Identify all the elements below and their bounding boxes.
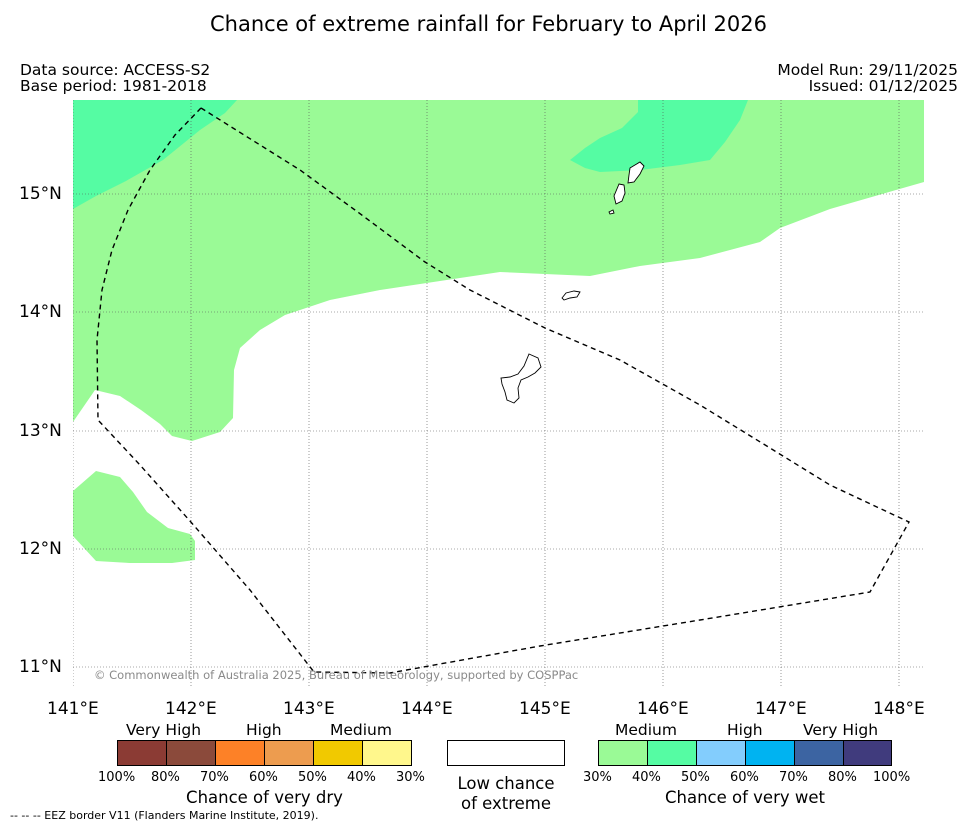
dry-tick-100: 100% bbox=[98, 770, 136, 785]
lon-label-147: 147°E bbox=[755, 699, 807, 719]
dry-tick-50: 50% bbox=[298, 770, 327, 785]
dry-tick-30: 30% bbox=[396, 770, 425, 785]
wet-very-high-header: Very High bbox=[803, 721, 879, 739]
wet-swatch-40-50 bbox=[647, 740, 697, 766]
medium-wet-region-south bbox=[73, 471, 195, 563]
lon-label-142: 142°E bbox=[165, 699, 217, 719]
lon-label-143: 143°E bbox=[283, 699, 335, 719]
lat-label-15: 15°N bbox=[19, 184, 62, 204]
wet-caption: Chance of very wet bbox=[665, 788, 825, 807]
wet-swatch-30-40 bbox=[598, 740, 648, 766]
base-period-label: Base period: 1981-2018 bbox=[20, 77, 207, 95]
wet-swatch-50-60 bbox=[696, 740, 746, 766]
high-wet-region-ne bbox=[570, 100, 748, 172]
dry-swatch-50-60 bbox=[264, 740, 314, 766]
dry-swatch-70-80 bbox=[166, 740, 216, 766]
wet-medium-header: Medium bbox=[615, 721, 677, 739]
wet-swatch-70-80 bbox=[794, 740, 844, 766]
wet-tick-30: 30% bbox=[583, 770, 612, 785]
lat-label-13: 13°N bbox=[19, 421, 62, 441]
dry-medium-header: Medium bbox=[330, 721, 392, 739]
dry-swatch-80-100 bbox=[117, 740, 167, 766]
wet-tick-50: 50% bbox=[681, 770, 710, 785]
dry-caption: Chance of very dry bbox=[186, 788, 343, 807]
saipan-island bbox=[627, 161, 645, 184]
dry-very-high-header: Very High bbox=[126, 721, 202, 739]
dry-tick-70: 70% bbox=[200, 770, 229, 785]
eez-border bbox=[96, 107, 910, 674]
lat-label-14: 14°N bbox=[19, 302, 62, 322]
rota-island bbox=[561, 290, 581, 301]
wet-high-header: High bbox=[727, 721, 763, 739]
copyright-notice: © Commonwealth of Australia 2025, Bureau… bbox=[94, 668, 579, 682]
lon-label-148: 148°E bbox=[873, 699, 925, 719]
low-chance-caption-line2: of extreme bbox=[460, 794, 552, 813]
low-chance-swatch bbox=[447, 740, 565, 766]
issued-label: Issued: 01/12/2025 bbox=[808, 77, 958, 95]
dry-tick-40: 40% bbox=[347, 770, 376, 785]
low-chance-caption-line1: Low chance bbox=[457, 774, 555, 793]
medium-wet-region bbox=[73, 100, 924, 441]
dry-high-header: High bbox=[246, 721, 282, 739]
eez-footnote: -- -- -- EEZ border V11 (Flanders Marine… bbox=[10, 809, 319, 822]
map-title: Chance of extreme rainfall for February … bbox=[210, 12, 767, 36]
wet-tick-100: 100% bbox=[873, 770, 911, 785]
lon-label-146: 146°E bbox=[637, 699, 689, 719]
lon-label-144: 144°E bbox=[401, 699, 453, 719]
dry-tick-60: 60% bbox=[249, 770, 278, 785]
guam-island bbox=[500, 353, 542, 404]
wet-tick-80: 80% bbox=[828, 770, 857, 785]
dry-tick-80: 80% bbox=[151, 770, 180, 785]
model-run-label: Model Run: 29/11/2025 bbox=[777, 61, 958, 79]
tinian-island bbox=[613, 183, 626, 205]
dry-swatch-40-50 bbox=[313, 740, 363, 766]
wet-swatch-60-70 bbox=[745, 740, 795, 766]
lat-label-12: 12°N bbox=[19, 539, 62, 559]
wet-tick-60: 60% bbox=[730, 770, 759, 785]
dry-swatch-30-40 bbox=[362, 740, 412, 766]
lon-label-145: 145°E bbox=[519, 699, 571, 719]
wet-swatch-80-100 bbox=[843, 740, 892, 766]
dry-swatch-60-70 bbox=[215, 740, 265, 766]
lon-label-141: 141°E bbox=[47, 699, 99, 719]
island-outlines bbox=[500, 161, 645, 404]
wet-tick-40: 40% bbox=[632, 770, 661, 785]
lat-label-11: 11°N bbox=[19, 657, 62, 677]
data-source-label: Data source: ACCESS-S2 bbox=[20, 61, 211, 79]
wet-tick-70: 70% bbox=[779, 770, 808, 785]
high-wet-region-nw bbox=[73, 100, 237, 209]
aguijan-island bbox=[608, 209, 615, 215]
